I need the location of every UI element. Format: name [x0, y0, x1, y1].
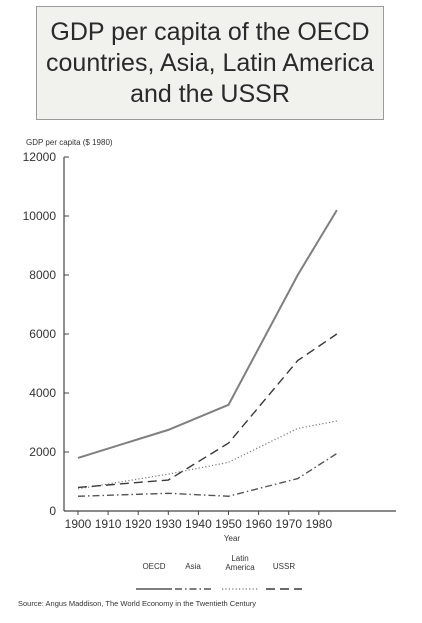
y-tick-label: 2000 [29, 445, 56, 459]
y-tick-label: 12000 [23, 150, 57, 164]
y-tick-label: 4000 [29, 386, 56, 400]
x-tick-label: 1930 [155, 517, 182, 531]
legend: OECD Asia Latin America USSR [136, 554, 302, 589]
legend-label-asia: Asia [185, 562, 201, 571]
source-note: Source: Angus Maddison, The World Econom… [18, 599, 278, 609]
series-line-asia [78, 453, 337, 496]
y-axis-label: GDP per capita ($ 1980) [26, 138, 113, 147]
y-tick-label: 8000 [29, 268, 56, 282]
x-tick-label: 1980 [305, 517, 332, 531]
legend-label-ussr: USSR [273, 562, 295, 571]
y-tick-label: 10000 [23, 209, 57, 223]
legend-label-oecd: OECD [142, 562, 165, 571]
x-tick-label: 1920 [125, 517, 152, 531]
x-tick-label: 1900 [65, 517, 92, 531]
x-tick-label: 1950 [215, 517, 242, 531]
y-tick-label: 0 [49, 504, 56, 518]
legend-label-latin-america: Latin America [225, 554, 255, 572]
x-axis-label: Year [224, 534, 241, 543]
series-line-oecd [78, 210, 337, 458]
x-tick-label: 1970 [275, 517, 302, 531]
x-tick-label: 1940 [185, 517, 212, 531]
series-line-ussr [78, 334, 337, 487]
y-tick-label: 6000 [29, 327, 56, 341]
series-lines [78, 210, 337, 496]
x-tick-label: 1910 [95, 517, 122, 531]
x-tick-label: 1960 [245, 517, 272, 531]
